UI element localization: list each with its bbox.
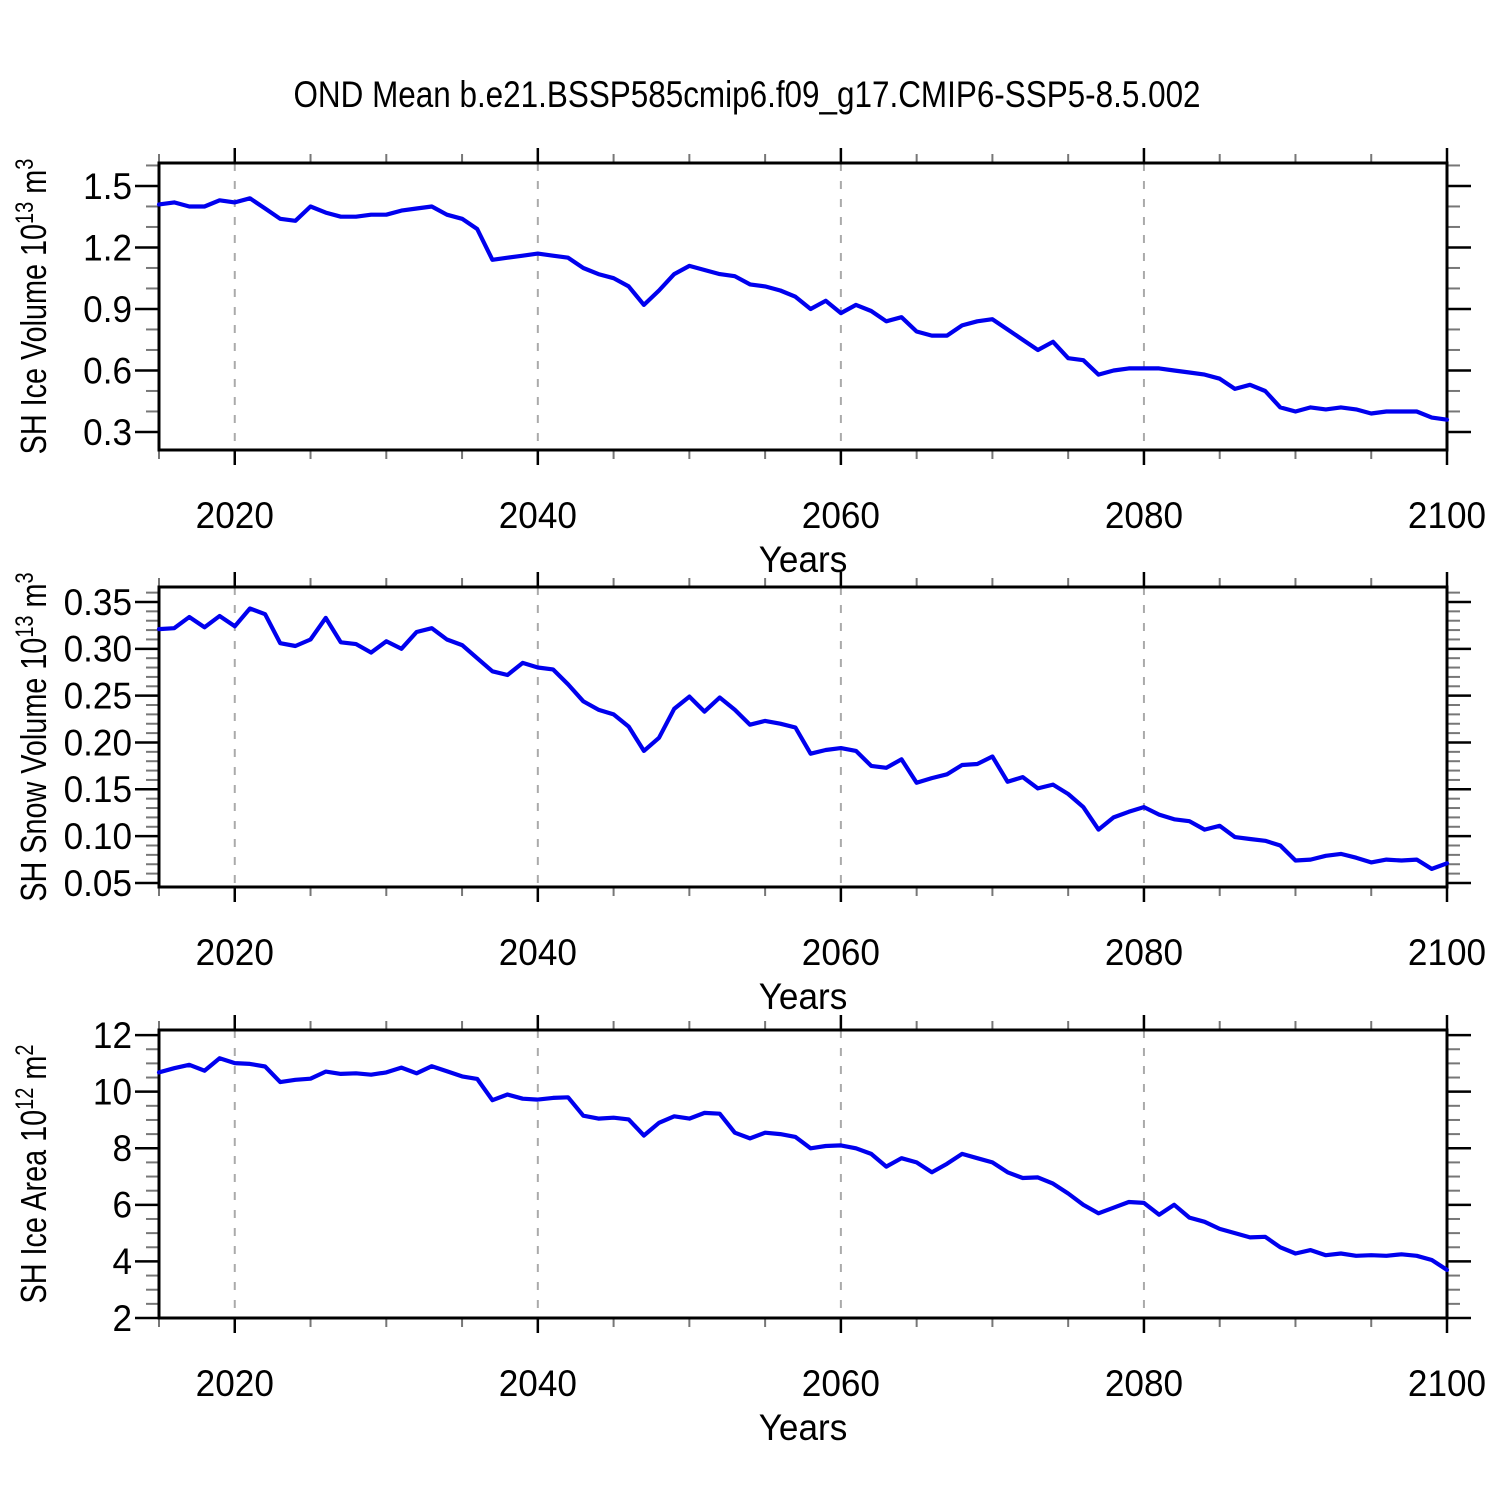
panel-ice-area: 12 10 8 6 4 2 2020 2040 2060 2080 2100 Years SH Ice … (11, 1014, 1486, 1448)
plot-frame (157, 585, 1449, 889)
y-tick-label: 0.9 (83, 288, 132, 330)
y-axis-title-sup: 13 (11, 202, 39, 224)
y-axis-title-sup: 2 (11, 1045, 39, 1056)
y-tick-label: 2 (112, 1297, 132, 1339)
x-tick-label: 2040 (499, 931, 577, 973)
panel-ice-volume: 1.5 1.2 0.9 0.6 0.3 2020 2040 2060 2080 2100 Years… (11, 148, 1486, 580)
x-tick-label: 2040 (499, 1362, 577, 1404)
y-tick-label: 1.2 (83, 226, 132, 268)
x-tick-label: 2060 (802, 494, 880, 536)
y-tick-label: 0.05 (64, 862, 132, 904)
y-tick-label: 10 (93, 1071, 132, 1113)
panel-snow-volume: 0.35 0.30 0.250.20 0.15 0.10 0.05 2020 2040 2060… (11, 572, 1486, 1017)
x-tick-label: 2020 (196, 931, 274, 973)
chart-title: OND Mean b.e21.BSSP585cmip6.f09_g17.CMIP… (293, 75, 1200, 116)
y-tick-label: 12 (93, 1014, 132, 1056)
y-tick-label: 0.25 (64, 675, 132, 717)
y-axis-title: SH Snow Volume 1013 m3 (11, 572, 54, 901)
y-axis-title-sup: 13 (11, 615, 39, 637)
y-tick-label: 0.35 (64, 581, 132, 623)
series-line-ice-area (156, 1056, 1450, 1273)
x-tick-label: 2020 (196, 494, 274, 536)
x-tick-label: 2100 (1408, 494, 1486, 536)
y-tick-label: 0.15 (64, 768, 132, 810)
x-tick-label: 2040 (499, 494, 577, 536)
y-tick-label: 1.5 (83, 165, 132, 207)
plot-frame (157, 161, 1449, 452)
y-axis-title-text: SH Snow Volume 10 (13, 638, 54, 902)
y-tick-label: 0.10 (64, 815, 132, 857)
x-tick-label: 2060 (802, 1362, 880, 1404)
x-tick-label: 2080 (1105, 1362, 1183, 1404)
x-tick-label: 2080 (1105, 931, 1183, 973)
y-axis-title-text: SH Ice Volume 10 (13, 224, 54, 454)
y-axis-title-sup: 3 (11, 572, 39, 583)
y-tick-label: 0.20 (64, 721, 132, 763)
y-tick-label: 6 (112, 1184, 132, 1226)
x-axis-title: Years (759, 538, 848, 580)
plot-frame (157, 1028, 1449, 1320)
y-axis-title-text: m (13, 170, 54, 202)
x-tick-label: 2020 (196, 1362, 274, 1404)
y-tick-label: 4 (112, 1240, 132, 1282)
panels-root: 1.5 1.2 0.9 0.6 0.3 2020 2040 2060 2080 2100 Years… (11, 148, 1486, 1448)
x-axis-title: Years (759, 975, 848, 1017)
y-axis-title: SH Ice Area 1012 m2 (11, 1045, 54, 1304)
x-axis-title: Years (759, 1406, 848, 1448)
y-axis-title: SH Ice Volume 1013 m3 (11, 159, 54, 455)
x-tick-label: 2080 (1105, 494, 1183, 536)
y-tick-label: 0.3 (83, 411, 132, 453)
y-axis-title-sup: 3 (11, 159, 39, 170)
y-axis-title-sup: 12 (11, 1088, 39, 1110)
y-axis-title-text: m (13, 1056, 54, 1088)
x-tick-label: 2060 (802, 931, 880, 973)
series-line-snow-volume (156, 606, 1450, 872)
y-axis-title-text: SH Ice Area 10 (13, 1110, 54, 1304)
y-tick-label: 0.6 (83, 349, 132, 391)
y-axis-title-text: m (13, 583, 54, 615)
x-tick-label: 2100 (1408, 1362, 1486, 1404)
y-tick-label: 0.30 (64, 628, 132, 670)
x-tick-label: 2100 (1408, 931, 1486, 973)
series-line-ice-volume (156, 196, 1450, 422)
y-tick-label: 8 (112, 1127, 132, 1169)
